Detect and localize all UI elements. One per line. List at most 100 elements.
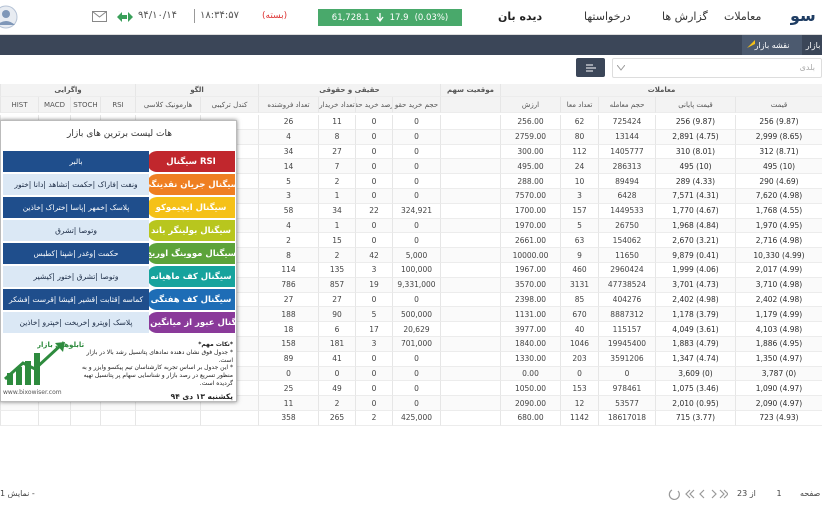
column-header: قیمت پایانی: [655, 97, 735, 113]
table-cell: 0: [392, 366, 440, 382]
table-cell: 203: [560, 351, 598, 367]
table-cell: 7,620 (4.98): [735, 189, 822, 204]
table-cell: 1700.00: [500, 203, 560, 219]
table-cell: 5,000: [392, 248, 440, 263]
table-cell: 2,891 (4.75): [655, 129, 735, 145]
table-cell: 115157: [598, 322, 655, 337]
table-cell: 7,571 (4.31): [655, 189, 735, 204]
table-cell: 8: [258, 248, 318, 263]
table-cell: 18617018: [598, 411, 655, 426]
table-cell: 5: [560, 218, 598, 234]
filter-button[interactable]: [576, 58, 605, 77]
empty-cell: [440, 411, 500, 426]
table-cell: 3: [355, 263, 392, 278]
table-cell: 2398.00: [500, 292, 560, 308]
table-cell: 42: [355, 248, 392, 263]
table-cell: 0: [392, 218, 440, 234]
clock: ۱۸:۳۴:۵۷: [200, 10, 239, 21]
signal-stocks: ونفت |فاراک |حکمت |تشاهد |دانا |ختور: [3, 174, 149, 195]
table-cell: 0: [355, 218, 392, 234]
table-cell: 0: [392, 129, 440, 145]
table-cell: 14: [258, 159, 318, 175]
mail-icon[interactable]: [92, 11, 107, 22]
table-cell: 158: [258, 337, 318, 352]
page-input[interactable]: 1: [776, 489, 782, 498]
date: ۹۴/۱۰/۱۴: [138, 10, 177, 21]
table-cell: 0: [392, 396, 440, 411]
table-cell: 2759.00: [500, 129, 560, 145]
table-cell: 1,178 (3.79): [655, 307, 735, 323]
empty-cell: [440, 396, 500, 411]
table-cell: 2: [318, 174, 355, 189]
table-cell: 0: [355, 144, 392, 160]
search-text: بلدی: [799, 63, 815, 72]
table-cell: 63: [560, 233, 598, 249]
signal-stocks: وتوصا |تشرق |ختور |کیشیر: [3, 266, 149, 287]
table-cell: 2090.00: [500, 396, 560, 411]
table-cell: 47738524: [598, 277, 655, 293]
table-cell: 978461: [598, 381, 655, 397]
table-cell: 288.00: [500, 174, 560, 189]
table-cell: 53577: [598, 396, 655, 411]
nav-item[interactable]: گزارش ها: [662, 10, 708, 23]
nav-item[interactable]: درخواستها: [584, 10, 631, 23]
table-cell: 460: [560, 263, 598, 278]
signal-label: سیگنال RSI: [147, 151, 235, 172]
empty-cell: [440, 263, 500, 278]
note: * این جدول بر اساس تجربه کارشناسان تیم پ…: [81, 364, 233, 387]
table-cell: 312 (8.71): [735, 144, 822, 160]
table-cell: 20,629: [392, 322, 440, 337]
popup-title: هات لیست برترین های بازار: [67, 129, 172, 139]
table-cell: 1,075 (3.46): [655, 381, 735, 397]
table-cell: 310 (8.01): [655, 144, 735, 160]
table-cell: 2: [318, 396, 355, 411]
table-cell: 3: [355, 337, 392, 352]
signal-label: سیگنال کف هفتگی: [147, 289, 235, 310]
group-header: معاملات: [500, 84, 822, 97]
popup-date: یکشنبه ۱۳ دی ۹۴: [170, 391, 233, 401]
table-cell: 0: [355, 381, 392, 397]
table-cell: 181: [318, 337, 355, 352]
table-cell: 0: [560, 366, 598, 382]
table-cell: 0: [355, 129, 392, 145]
table-cell: 10,330 (4.99): [735, 248, 822, 263]
column-header: [440, 97, 500, 113]
table-cell: 3,710 (4.98): [735, 277, 822, 293]
tab[interactable]: بازار: [805, 40, 821, 50]
table-cell: 0: [392, 351, 440, 367]
table-cell: 11: [258, 396, 318, 411]
table-cell: 7570.00: [500, 189, 560, 204]
user-icon[interactable]: [0, 4, 18, 30]
table-cell: 4: [258, 129, 318, 145]
table-cell: 112: [560, 144, 598, 160]
tab[interactable]: نقشه بازار: [742, 35, 802, 55]
table-cell: 9,879 (0.41): [655, 248, 735, 263]
nav-item[interactable]: دیده بان: [498, 10, 543, 23]
table-cell: 8: [318, 129, 355, 145]
table-cell: 495 (10): [655, 159, 735, 175]
empty-cell: [440, 159, 500, 175]
empty-cell: [440, 381, 500, 397]
nav-item[interactable]: معاملات: [724, 10, 762, 23]
column-header: قیمت: [735, 97, 822, 113]
table-cell: 1131.00: [500, 307, 560, 323]
table-cell: 0: [392, 381, 440, 397]
market-status: (بسته): [262, 11, 288, 21]
index-box: 61,728.1 17.9 (0.03%): [318, 9, 462, 26]
table-cell: 0: [355, 115, 392, 130]
signal-stocks: وتوصا |تشرق: [3, 220, 149, 241]
pager-icons[interactable]: [668, 487, 728, 501]
table-cell: 1,968 (4.84): [655, 218, 735, 234]
table-cell: 256 (9.87): [735, 115, 822, 130]
table-cell: 495 (10): [735, 159, 822, 175]
table-cell: 495.00: [500, 159, 560, 175]
search-box[interactable]: بلدی: [612, 58, 822, 78]
table-cell: 723 (4.93): [735, 411, 822, 426]
page-label: صفحه: [800, 489, 821, 498]
table-cell: 2,999 (8.65): [735, 129, 822, 145]
top-list-popup: هات لیست برترین های بازار سیگنال RSI بالب…: [0, 120, 237, 402]
dropdown-icon: [617, 65, 625, 71]
table-cell: 5: [355, 307, 392, 323]
signal-stocks: پلاسک |وپترو |خریخت |خپترو |خاذین: [3, 312, 149, 333]
